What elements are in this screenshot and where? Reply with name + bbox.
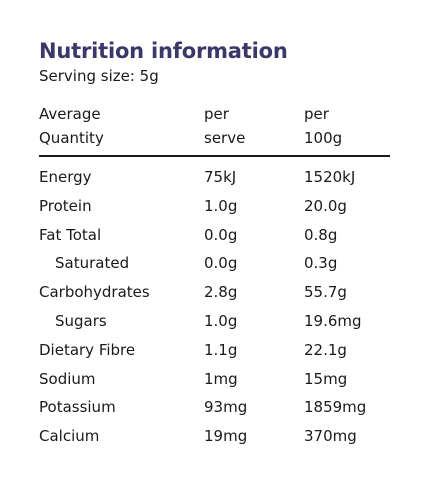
nutrient-name: Calcium [39, 427, 100, 446]
nutrient-name-sub: Sugars [55, 311, 107, 330]
nutrient-name: Carbohydrates [39, 283, 150, 302]
per-serve-value: 93mg [204, 398, 248, 417]
per-100g-value: 370mg [304, 427, 357, 446]
table-row: Sodium 1mg 15mg [39, 365, 390, 394]
per-100g-value: 20.0g [304, 196, 347, 215]
per-100g-value: 22.1g [304, 340, 347, 359]
table-row: Energy 75kJ 1520kJ [39, 163, 390, 192]
nutrient-name: Sodium [39, 369, 96, 388]
table-row: Dietary Fibre 1.1g 22.1g [39, 336, 390, 365]
table-row: Calcium 19mg 370mg [39, 422, 390, 451]
per-serve-value: 1.0g [204, 311, 238, 330]
header-per-serve: per serve [204, 102, 304, 150]
table-header: Average Quantity per serve per 100g [39, 102, 390, 155]
per-100g-value: 15mg [304, 369, 348, 388]
per-serve-value: 0.0g [204, 225, 238, 244]
table-row: Fat Total 0.0g 0.8g [39, 221, 390, 250]
header-quantity: Average Quantity [39, 102, 204, 150]
header-quantity-line1: Average [39, 105, 101, 123]
per-100g-value: 0.3g [304, 254, 338, 273]
header-per-serve-line2: serve [204, 129, 246, 147]
per-serve-value: 1mg [204, 369, 238, 388]
per-100g-value: 0.8g [304, 225, 338, 244]
nutrition-panel: Nutrition information Serving size: 5g A… [39, 38, 390, 451]
per-serve-value: 0.0g [204, 254, 238, 273]
serving-size: Serving size: 5g [39, 67, 159, 85]
header-quantity-line2: Quantity [39, 129, 104, 147]
header-per-100g-line1: per [304, 105, 329, 123]
nutrient-name: Potassium [39, 398, 116, 417]
per-100g-value: 1859mg [304, 398, 367, 417]
table-row: Sugars 1.0g 19.6mg [39, 307, 390, 336]
per-serve-value: 1.0g [204, 196, 238, 215]
header-per-100g: per 100g [304, 102, 390, 150]
table-row: Carbohydrates 2.8g 55.7g [39, 278, 390, 307]
table-row: Protein 1.0g 20.0g [39, 192, 390, 221]
header-per-serve-line1: per [204, 105, 229, 123]
table-row: Potassium 93mg 1859mg [39, 393, 390, 422]
nutrient-name-sub: Saturated [55, 254, 130, 273]
per-serve-value: 19mg [204, 427, 248, 446]
nutrient-name: Fat Total [39, 225, 102, 244]
per-100g-value: 19.6mg [304, 311, 362, 330]
per-serve-value: 75kJ [204, 168, 237, 186]
page-title: Nutrition information [39, 39, 288, 63]
nutrient-name: Energy [39, 168, 92, 186]
nutrient-name: Dietary Fibre [39, 340, 136, 359]
header-per-100g-line2: 100g [304, 129, 343, 147]
per-serve-value: 1.1g [204, 340, 238, 359]
per-100g-value: 55.7g [304, 283, 347, 302]
nutrient-name: Protein [39, 196, 92, 215]
header-divider [39, 155, 390, 157]
per-serve-value: 2.8g [204, 283, 238, 302]
table-row: Saturated 0.0g 0.3g [39, 249, 390, 278]
per-100g-value: 1520kJ [304, 168, 356, 186]
